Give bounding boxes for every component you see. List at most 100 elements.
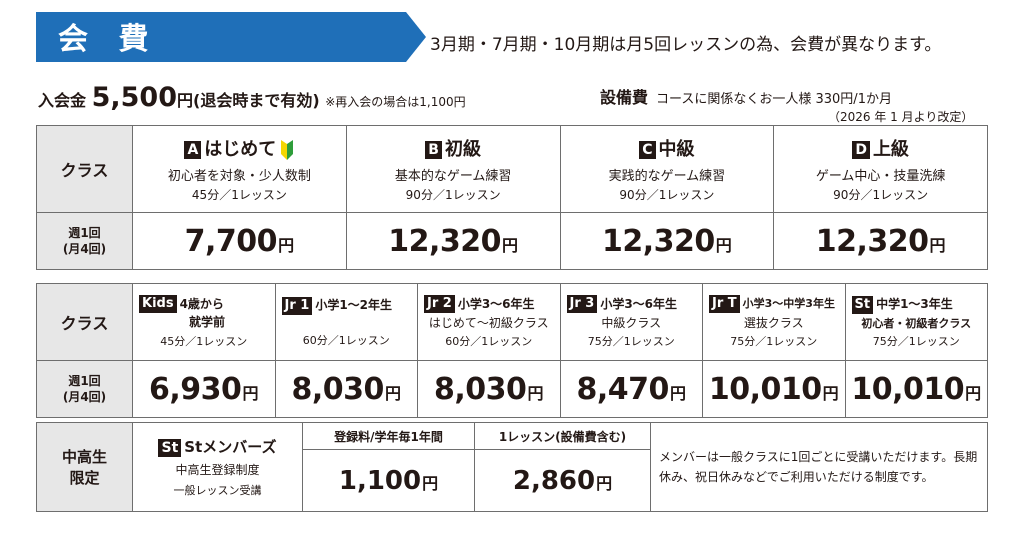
class-name: 小学3～6年生 — [457, 296, 535, 311]
yen-unit: 円 — [965, 383, 982, 403]
members-line1: 中高生登録制度 — [175, 463, 260, 477]
class-badge: Jr 2 — [424, 295, 455, 314]
class-duration: 45分／1レッスン — [191, 188, 287, 202]
price-cell: 6,930円 — [132, 360, 276, 418]
price: 12,320 — [388, 223, 501, 259]
price: 7,700 — [184, 223, 278, 259]
yen-unit: 円 — [384, 383, 401, 403]
entry-fee: 入会金 5,500円(退会時まで有効) ※再入会の場合は1,100円 — [38, 82, 466, 113]
price: 12,320 — [815, 223, 929, 259]
class-badge: C — [639, 141, 656, 159]
yen-unit: 円 — [242, 383, 259, 403]
price-cell: 8,030円 — [274, 360, 418, 418]
reg-label: 登録料/学年毎1年間 — [302, 422, 475, 450]
price-cell: 12,320円 — [773, 212, 988, 270]
members-name-cell: St Stメンバーズ 中高生登録制度 一般レッスン受講 — [132, 422, 303, 512]
class-name-2: 就学前 — [189, 315, 226, 330]
class-name: 初級 — [444, 139, 481, 160]
yen-unit: 円 — [502, 235, 519, 255]
class-name: 4歳から — [179, 296, 224, 311]
junior-class-table: クラス Kids 4歳から 就学前 45分／1レッスン Jr 1 小学1～2年生 6… — [36, 283, 988, 418]
price-cell: 7,700円 — [132, 212, 347, 270]
price: 8,030 — [434, 371, 527, 407]
class-cell-jrt: Jr T 小学3～中学3年生 選抜クラス 75分／1レッスン — [702, 283, 846, 361]
class-sub: 中級クラス — [601, 316, 662, 331]
lesson-price-cell: 2,860円 — [474, 449, 651, 512]
class-badge: Jr T — [709, 295, 740, 313]
class-sub: はじめて～初級クラス — [428, 316, 549, 331]
class-duration: 75分／1レッスン — [587, 335, 675, 349]
lesson-label: 1レッスン(設備費含む) — [474, 422, 651, 450]
class-badge: A — [184, 141, 202, 159]
class-cell-d: D 上級 ゲーム中心・技量洗練 90分／1レッスン — [773, 125, 988, 213]
class-name: 小学3～中学3年生 — [742, 297, 835, 310]
class-cell-jr2: Jr 2 小学3～6年生 はじめて～初級クラス 60分／1レッスン — [417, 283, 561, 361]
page-title: 会 費 — [58, 22, 159, 57]
class-badge: Jr 1 — [281, 296, 313, 315]
class-header: クラス — [36, 125, 133, 213]
entry-fee-amount: 5,500 — [91, 82, 177, 113]
members-name: Stメンバーズ — [184, 438, 277, 456]
facility-fee-desc: コースに関係なくお一人様 330円/1か月 — [656, 92, 892, 107]
class-desc: 実践的なゲーム練習 — [608, 169, 726, 184]
yen-unit: 円 — [669, 383, 686, 403]
price: 8,470 — [576, 371, 670, 407]
class-badge: D — [852, 141, 870, 159]
entry-fee-label: 入会金 — [38, 91, 87, 110]
yen-unit: 円 — [596, 473, 613, 493]
class-badge: Jr 3 — [566, 295, 598, 314]
class-desc: 基本的なゲーム練習 — [394, 169, 512, 184]
class-desc: 初心者を対象・少人数制 — [167, 169, 311, 184]
members-header: 中高生 限定 — [36, 422, 133, 512]
class-name: 中級 — [658, 139, 695, 160]
class-name: 小学3～6年生 — [600, 296, 678, 311]
revised-note: （2026 年 1 月より改定） — [828, 110, 974, 124]
class-duration: 90分／1レッスン — [405, 188, 501, 202]
class-duration: 90分／1レッスン — [619, 188, 715, 202]
class-sub — [276, 316, 418, 330]
price: 10,010 — [851, 371, 965, 407]
standard-class-table: クラス A はじめて 初心者を対象・少人数制 45分／1レッスン B 初級 基本的な… — [36, 125, 988, 270]
title-banner — [36, 12, 426, 62]
class-duration: 75分／1レッスン — [872, 334, 960, 348]
beginner-mark-icon — [281, 140, 294, 160]
weekly-header: 週1回 (月4回) — [36, 212, 133, 270]
class-duration: 60分／1レッスン — [445, 335, 533, 349]
class-name: 小学1～2年生 — [315, 298, 393, 313]
class-badge: St — [158, 438, 182, 457]
price: 8,030 — [291, 371, 385, 407]
facility-fee-label: 設備費 — [600, 88, 649, 107]
yen-unit: 円 — [527, 383, 544, 403]
class-sub: 初心者・初級者クラス — [861, 316, 972, 330]
class-sub: 選抜クラス — [743, 316, 804, 330]
class-cell-st: St 中学1～3年生 初心者・初級者クラス 75分／1レッスン — [844, 283, 988, 361]
yen-unit: 円 — [422, 473, 439, 493]
price: 6,930 — [149, 371, 242, 407]
facility-fee: 設備費 コースに関係なくお一人様 330円/1か月 — [600, 84, 892, 108]
price-cell: 8,470円 — [559, 360, 703, 418]
class-badge: St — [851, 295, 874, 314]
class-duration: 90分／1レッスン — [833, 188, 929, 202]
reg-price-cell: 1,100円 — [302, 449, 475, 512]
class-desc: ゲーム中心・技量洗練 — [815, 169, 946, 184]
class-name: 中学1～3年生 — [876, 297, 953, 312]
entry-fee-condition: (退会時まで有効) — [193, 91, 320, 110]
members-note: メンバーは一般クラスに1回ごとに受講いただけます。長期休み、祝日休みなどでご利用… — [650, 422, 988, 512]
class-duration: 45分／1レッスン — [160, 335, 248, 349]
class-cell-a: A はじめて 初心者を対象・少人数制 45分／1レッスン — [132, 125, 347, 213]
yen-unit: 円 — [278, 235, 295, 255]
price: 1,100 — [338, 465, 422, 496]
price-cell: 12,320円 — [345, 212, 561, 270]
price-cell: 10,010円 — [702, 360, 846, 418]
class-cell-kids: Kids 4歳から 就学前 45分／1レッスン — [132, 283, 276, 361]
yen-unit: 円 — [822, 383, 839, 403]
class-header: クラス — [36, 283, 133, 361]
class-duration: 75分／1レッスン — [730, 335, 818, 348]
price-cell: 12,320円 — [559, 212, 775, 270]
class-cell-jr3: Jr 3 小学3～6年生 中級クラス 75分／1レッスン — [559, 283, 703, 361]
header-note: 3月期・7月期・10月期は月5回レッスンの為、会費が異なります。 — [430, 35, 942, 55]
class-cell-jr1: Jr 1 小学1～2年生 60分／1レッスン — [274, 283, 418, 361]
class-duration: 60分／1レッスン — [302, 333, 390, 347]
weekly-header: 週1回 (月4回) — [36, 360, 133, 418]
price: 12,320 — [601, 223, 715, 259]
